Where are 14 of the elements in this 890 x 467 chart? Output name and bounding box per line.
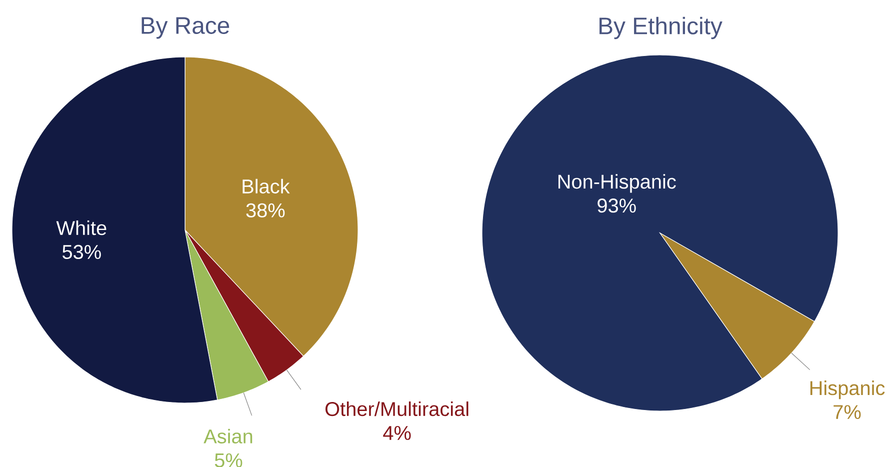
data-label: 7% [834,405,861,420]
data-label: 93% [598,198,636,213]
slice-label: Non-Hispanic [558,174,676,193]
slice-label: White [56,220,106,236]
slice-label: Black [242,178,290,194]
slice-label: Asian [204,428,252,444]
chart-title: By Ethnicity [600,16,722,40]
data-label: 5% [214,453,242,467]
slice-label: Hispanic [810,380,885,400]
data-label: 38% [246,203,285,218]
slice-label: Other/Multiracial [325,401,468,416]
data-label: 4% [383,426,411,440]
data-label: 53% [62,244,101,260]
chart-title: By Race [142,17,230,39]
